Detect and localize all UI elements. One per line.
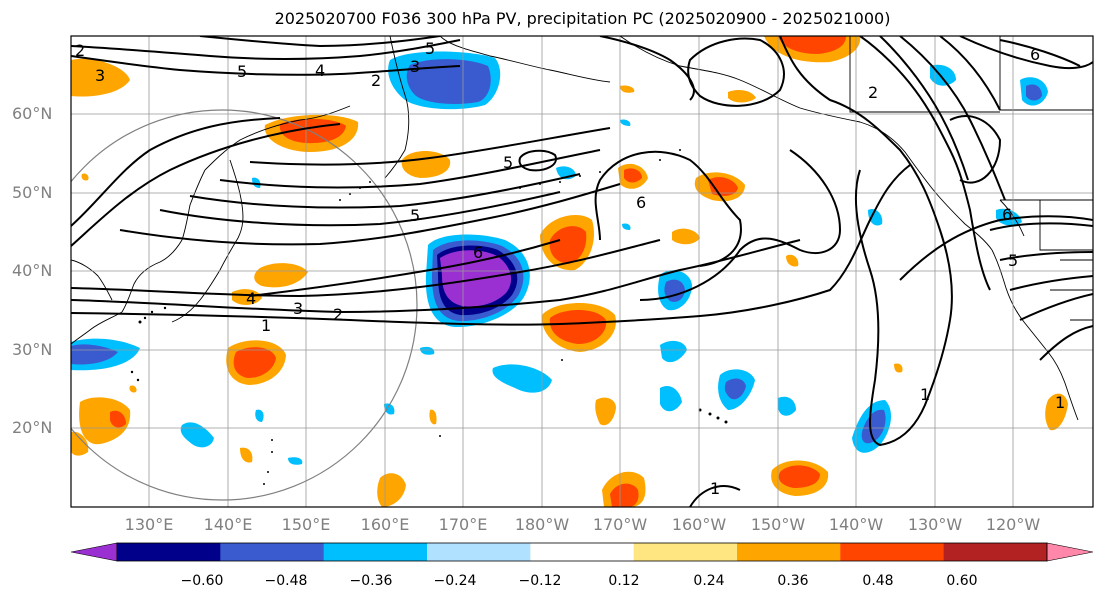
colorbar-tick-label: −0.48 <box>264 573 308 589</box>
colorbar-tick-label: 0.12 <box>608 573 640 589</box>
colorbar-cell <box>220 543 325 561</box>
colorbar-cell <box>530 543 635 561</box>
colorbar-extend-max <box>1046 542 1094 562</box>
contour-label-6: 6 <box>473 243 483 262</box>
islands <box>130 149 728 485</box>
contour-label-4: 4 <box>246 289 256 308</box>
lon-label-140e: 140°E <box>203 515 253 534</box>
contour-label-5d: 5 <box>503 153 513 172</box>
contour-label-1b: 1 <box>920 385 930 404</box>
lon-label-150e: 150°E <box>281 515 331 534</box>
coastlines <box>71 36 1093 421</box>
lat-label-60n: 60°N <box>12 104 53 123</box>
map-frame <box>70 35 1094 508</box>
contour-label-6b: 6 <box>636 193 646 212</box>
colorbar-extend-min <box>70 542 118 562</box>
colorbar-cell <box>840 543 945 561</box>
contour-label-5e: 5 <box>1008 251 1018 270</box>
pv-contours <box>71 36 1093 507</box>
colorbar-tick-label: 0.24 <box>693 573 725 589</box>
contour-label-3b: 3 <box>95 66 105 85</box>
contour-label-2c: 2 <box>75 41 85 60</box>
lon-label-140w: 140°W <box>828 515 884 534</box>
contour-label-2: 2 <box>333 305 343 324</box>
contour-labels: 1 2 3 4 5 6 3 5 4 2 3 5 2 5 6 1 1 1 5 6 … <box>75 39 1065 498</box>
contour-label-3: 3 <box>293 299 303 318</box>
contour-label-1c: 1 <box>1055 393 1065 412</box>
colorbar-cell <box>943 543 1048 561</box>
lat-label-20n: 20°N <box>12 418 53 437</box>
lat-label-30n: 30°N <box>12 340 53 359</box>
contour-label-2d: 2 <box>868 83 878 102</box>
contour-label-5c: 5 <box>425 39 435 58</box>
contour-label-1d: 1 <box>710 479 720 498</box>
contour-label-6d: 6 <box>1030 45 1040 64</box>
colorbar-tick-label: −0.12 <box>518 573 562 589</box>
plot-area: 1 2 3 4 5 6 3 5 4 2 3 5 2 5 6 1 1 1 5 6 … <box>71 36 1093 507</box>
contour-label-5: 5 <box>410 206 420 225</box>
colorbar-cell <box>323 543 428 561</box>
colorbar-cells <box>117 543 1048 561</box>
gridlines <box>71 36 1093 507</box>
contour-label-2b: 2 <box>371 71 381 90</box>
lon-label-130w: 130°W <box>907 515 963 534</box>
colorbar-tick-label: 0.60 <box>946 573 978 589</box>
lat-label-50n: 50°N <box>12 183 53 202</box>
lon-label-160e: 160°E <box>360 515 410 534</box>
contour-label-1: 1 <box>261 316 271 335</box>
map-title: 2025020700 F036 300 hPa PV, precipitatio… <box>274 9 891 28</box>
colorbar-tick-label: −0.24 <box>433 573 477 589</box>
lon-label-150w: 150°W <box>750 515 806 534</box>
negative-anomaly-shading <box>71 51 1048 465</box>
colorbar <box>70 542 1094 562</box>
contour-label-3c: 3 <box>410 57 420 76</box>
colorbar-cell <box>633 543 738 561</box>
lon-label-130e: 130°E <box>124 515 174 534</box>
range-ring <box>71 109 418 501</box>
lon-label-170w: 170°W <box>592 515 648 534</box>
colorbar-tick-label: −0.36 <box>349 573 393 589</box>
lat-label-40n: 40°N <box>12 261 53 280</box>
colorbar-tick-label: 0.36 <box>777 573 809 589</box>
colorbar-tick-label: 0.48 <box>862 573 894 589</box>
lon-label-180w: 180°W <box>514 515 570 534</box>
contour-label-6c: 6 <box>1002 205 1012 224</box>
lon-label-120w: 120°W <box>985 515 1041 534</box>
colorbar-cell <box>737 543 841 561</box>
positive-anomaly-shading <box>71 36 1068 507</box>
colorbar-tick-label: −0.60 <box>180 573 224 589</box>
colorbar-cell <box>117 543 221 561</box>
contour-label-4b: 4 <box>315 61 325 80</box>
contour-label-5b: 5 <box>237 62 247 81</box>
lon-label-160w: 160°W <box>671 515 727 534</box>
lon-label-170e: 170°E <box>438 515 488 534</box>
colorbar-cell <box>427 543 531 561</box>
